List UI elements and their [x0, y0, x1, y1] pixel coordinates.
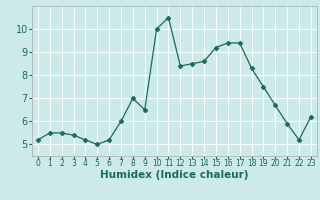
- X-axis label: Humidex (Indice chaleur): Humidex (Indice chaleur): [100, 170, 249, 180]
